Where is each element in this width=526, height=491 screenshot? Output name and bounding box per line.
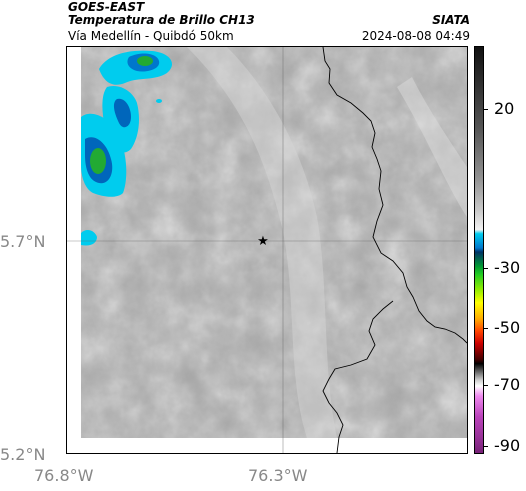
- colorbar-tick-mark: [484, 327, 488, 329]
- department-border: [322, 47, 467, 344]
- colorbar-tick-label: -90: [494, 435, 521, 455]
- region-subtitle: Vía Medellín - Quibdó 50km: [68, 29, 234, 43]
- colorbar-tick-mark: [484, 109, 488, 111]
- cloud-left-green: [90, 148, 106, 174]
- satellite-title: GOES-EAST: [68, 0, 145, 14]
- no-data-left: [67, 47, 81, 453]
- colorbar-tick-mark: [484, 445, 488, 447]
- brightness-texture: [81, 47, 467, 438]
- colorbar-tick-mark: [484, 268, 488, 270]
- department-border-branch: [322, 300, 394, 453]
- colorbar-tick-label: -50: [494, 317, 521, 337]
- colorbar-tick-label: -70: [494, 374, 521, 394]
- map-panel: ★: [66, 46, 468, 454]
- cloud-top-green: [137, 56, 153, 66]
- timestamp-label: 2024-08-08 04:49: [361, 29, 470, 43]
- no-data-strip: [81, 438, 467, 453]
- product-title: Temperatura de Brillo CH13: [68, 13, 255, 27]
- lon-label-76-8: 76.8°W: [34, 466, 94, 485]
- convective-clouds: [81, 50, 172, 246]
- lat-label-5-2: 5.2°N: [0, 445, 46, 464]
- lon-label-76-3: 76.3°W: [248, 466, 308, 485]
- lat-label-5-7: 5.7°N: [0, 232, 46, 251]
- cloud-small: [81, 230, 97, 246]
- light-streak-2: [397, 77, 467, 217]
- colorbar-tick-label: 20: [494, 99, 515, 119]
- cloud-speck: [156, 99, 162, 103]
- temperature-colorbar: [474, 46, 484, 454]
- star-icon: ★: [257, 234, 269, 249]
- colorbar-tick-mark: [484, 384, 488, 386]
- colorbar-tick-label: -30: [494, 258, 521, 278]
- cloud-mid-core: [113, 98, 131, 128]
- agency-label: SIATA: [432, 13, 470, 27]
- map-canvas: ★: [67, 47, 467, 453]
- light-streak: [187, 47, 337, 438]
